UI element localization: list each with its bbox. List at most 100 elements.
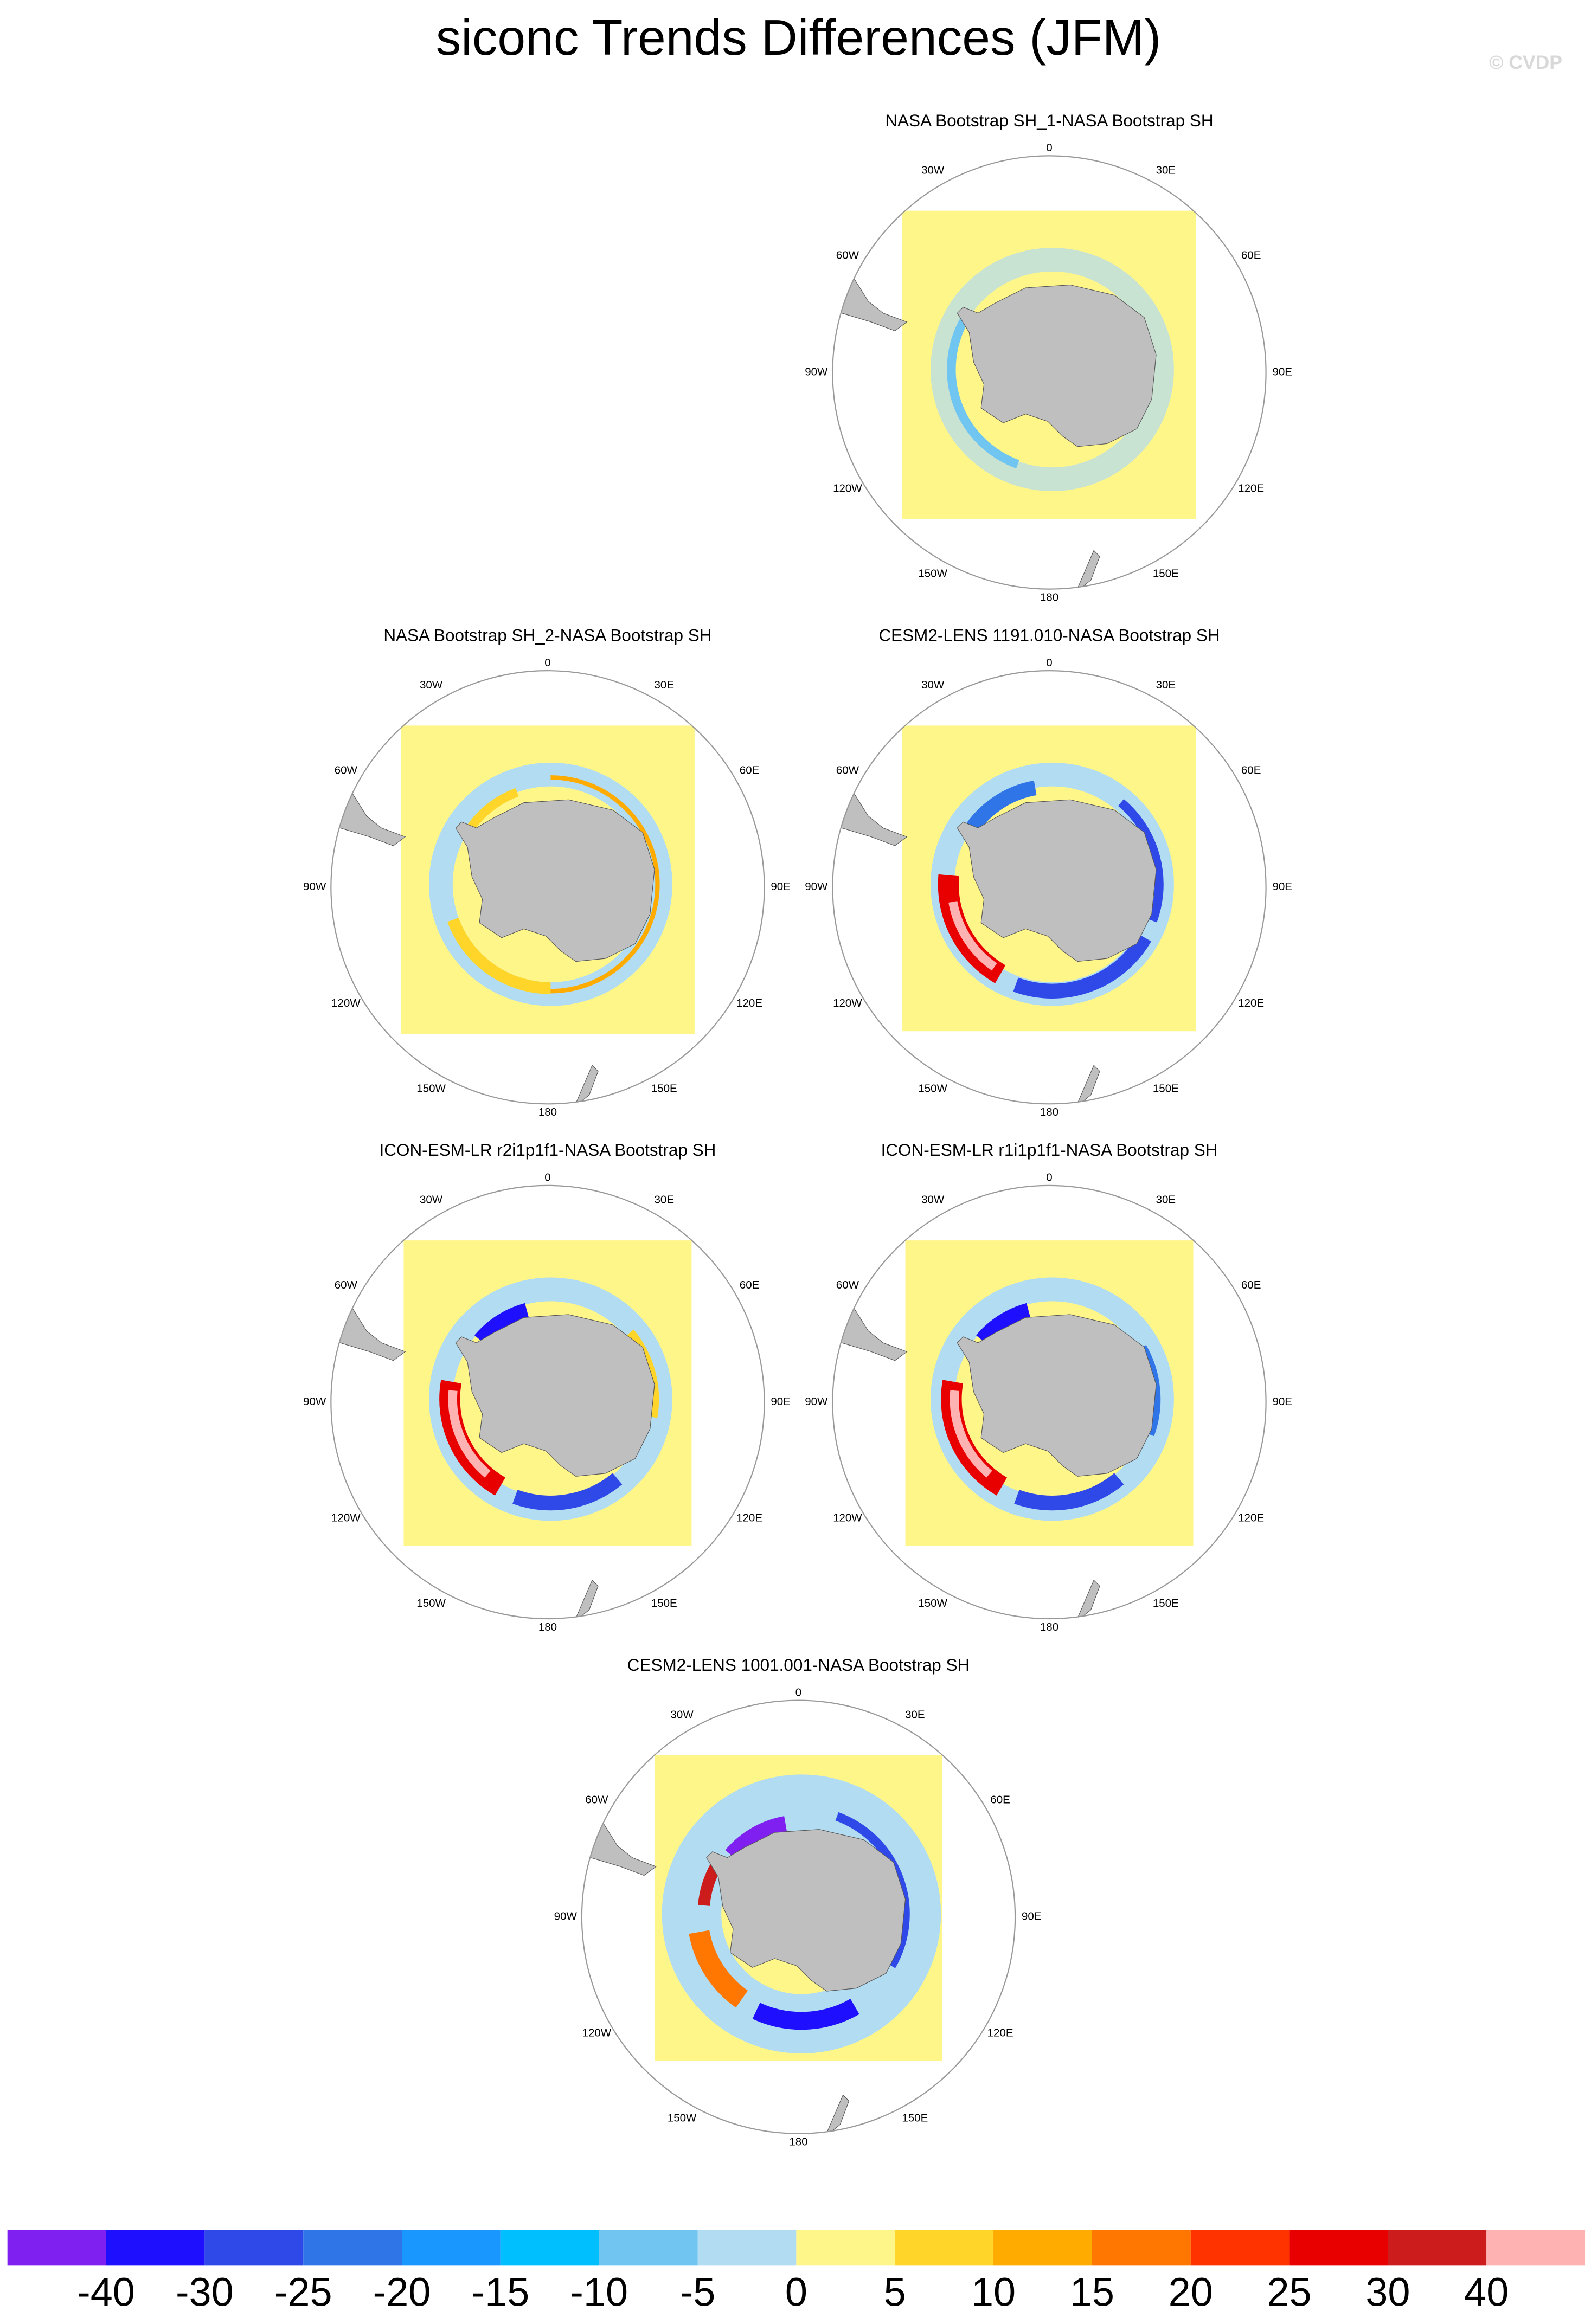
colorbar-label: -5 xyxy=(680,2270,716,2315)
longitude-label: 60W xyxy=(836,249,859,262)
longitude-label: 150E xyxy=(902,2112,928,2125)
south-america xyxy=(832,277,908,331)
longitude-label: 60E xyxy=(1241,249,1261,262)
longitude-label: 30W xyxy=(420,679,443,691)
longitude-label: 120E xyxy=(736,997,762,1009)
south-america xyxy=(331,791,406,846)
longitude-label: 90W xyxy=(303,880,326,893)
colorbar-box xyxy=(106,2230,205,2266)
longitude-label: 60W xyxy=(836,764,859,776)
longitude-label: 150E xyxy=(1153,1597,1179,1610)
map-panel: NASA Bootstrap SH_2-NASA Bootstrap SH 0 30… xyxy=(303,626,791,1118)
anomaly-patch xyxy=(1013,934,1151,999)
colorbar-box xyxy=(1486,2230,1586,2266)
new-zealand xyxy=(1075,550,1100,589)
map-boundary xyxy=(330,1184,765,1620)
colorbar-label: 5 xyxy=(884,2270,906,2315)
longitude-label: 60W xyxy=(335,1279,358,1291)
longitude-label: 90E xyxy=(771,880,791,893)
longitude-label: 120E xyxy=(1238,1512,1264,1524)
longitude-label: 0 xyxy=(544,656,550,669)
longitude-label: 150W xyxy=(416,1597,446,1610)
longitude-label: 0 xyxy=(1046,656,1052,669)
longitude-label: 30E xyxy=(655,679,675,691)
longitude-label: 60W xyxy=(836,1279,859,1291)
longitude-label: 0 xyxy=(1046,1171,1052,1184)
colorbar-label: 30 xyxy=(1365,2270,1410,2315)
longitude-label: 30W xyxy=(921,679,945,691)
panel-title: NASA Bootstrap SH_2-NASA Bootstrap SH xyxy=(383,626,711,645)
longitude-label: 150W xyxy=(918,568,947,580)
map-panel: NASA Bootstrap SH_1-NASA Bootstrap SH 0 30… xyxy=(805,111,1292,604)
colorbar-box xyxy=(697,2230,797,2266)
map-content xyxy=(832,210,1196,589)
south-america xyxy=(581,1821,657,1876)
longitude-label: 30W xyxy=(921,1194,945,1206)
longitude-label: 30E xyxy=(1156,164,1176,176)
panel-title: ICON-ESM-LR r1i1p1f1-NASA Bootstrap SH xyxy=(881,1141,1218,1160)
longitude-label: 180 xyxy=(789,2136,807,2148)
south-america xyxy=(832,791,908,846)
colorbar-label: -15 xyxy=(471,2270,529,2315)
longitude-label: 150E xyxy=(651,1597,677,1610)
map-content xyxy=(581,1755,942,2134)
longitude-label: 90E xyxy=(1272,880,1292,893)
map-content xyxy=(832,725,1196,1104)
colorbar-box xyxy=(303,2230,402,2266)
map-boundary xyxy=(832,155,1267,590)
map-panel: CESM2-LENS 1001.001-NASA Bootstrap SH 0 30… xyxy=(554,1656,1042,2148)
colorbar-label: 0 xyxy=(785,2270,807,2315)
panel-title: CESM2-LENS 1001.001-NASA Bootstrap SH xyxy=(627,1656,970,1675)
longitude-label: 30E xyxy=(1156,679,1176,691)
longitude-label: 180 xyxy=(1040,1621,1058,1633)
longitude-label: 60W xyxy=(585,1794,608,1806)
colorbar-label: -30 xyxy=(176,2270,234,2315)
longitude-label: 150W xyxy=(668,2112,697,2125)
longitude-label: 30W xyxy=(671,1708,694,1721)
colorbar-label: 25 xyxy=(1267,2270,1311,2315)
new-zealand xyxy=(825,2094,850,2134)
colorbar-box xyxy=(204,2230,304,2266)
antarctica xyxy=(957,799,1157,962)
anomaly-patch xyxy=(1014,1473,1124,1511)
longitude-label: 90W xyxy=(805,365,828,378)
longitude-label: 60E xyxy=(1241,764,1261,776)
anomaly-patch xyxy=(447,917,551,994)
map-content xyxy=(331,1240,692,1619)
new-zealand xyxy=(574,1579,599,1619)
longitude-label: 90E xyxy=(1272,365,1292,378)
panel-title: NASA Bootstrap SH_1-NASA Bootstrap SH xyxy=(885,111,1213,130)
longitude-label: 90W xyxy=(303,1395,326,1408)
anomaly-patch xyxy=(689,1930,748,2008)
longitude-label: 120W xyxy=(331,997,361,1009)
colorbar-label: -25 xyxy=(274,2270,332,2315)
longitude-label: 180 xyxy=(538,1106,557,1118)
longitude-label: 150W xyxy=(918,1597,947,1610)
panel-title: CESM2-LENS 1191.010-NASA Bootstrap SH xyxy=(878,626,1220,645)
antarctica xyxy=(957,284,1157,447)
map-boundary xyxy=(330,670,765,1105)
colorbar-label: 40 xyxy=(1464,2270,1509,2315)
anomaly-patch xyxy=(448,1390,491,1478)
longitude-label: 180 xyxy=(1040,591,1058,603)
longitude-label: 90W xyxy=(805,1395,828,1408)
longitude-label: 120W xyxy=(833,482,862,494)
longitude-label: 30E xyxy=(1156,1194,1176,1206)
longitude-label: 90W xyxy=(805,880,828,893)
longitude-label: 120W xyxy=(833,1512,862,1524)
colorbar-label: -40 xyxy=(77,2270,135,2315)
new-zealand xyxy=(1075,1065,1100,1104)
new-zealand xyxy=(574,1065,599,1104)
colorbar-label: -20 xyxy=(373,2270,431,2315)
longitude-label: 60E xyxy=(740,1279,760,1291)
map-content xyxy=(832,1240,1194,1619)
anomaly-patch xyxy=(752,1998,859,2030)
colorbar: -40 -30 -25 -20 -15 -10 -5 0 5 10 15 20 25 30 40 xyxy=(7,2230,1586,2315)
longitude-label: 120W xyxy=(833,997,862,1009)
colorbar-box xyxy=(1092,2230,1191,2266)
longitude-label: 120E xyxy=(1238,997,1264,1009)
south-america xyxy=(832,1306,908,1361)
colorbar-label: 15 xyxy=(1070,2270,1114,2315)
antarctica xyxy=(706,1829,906,1992)
